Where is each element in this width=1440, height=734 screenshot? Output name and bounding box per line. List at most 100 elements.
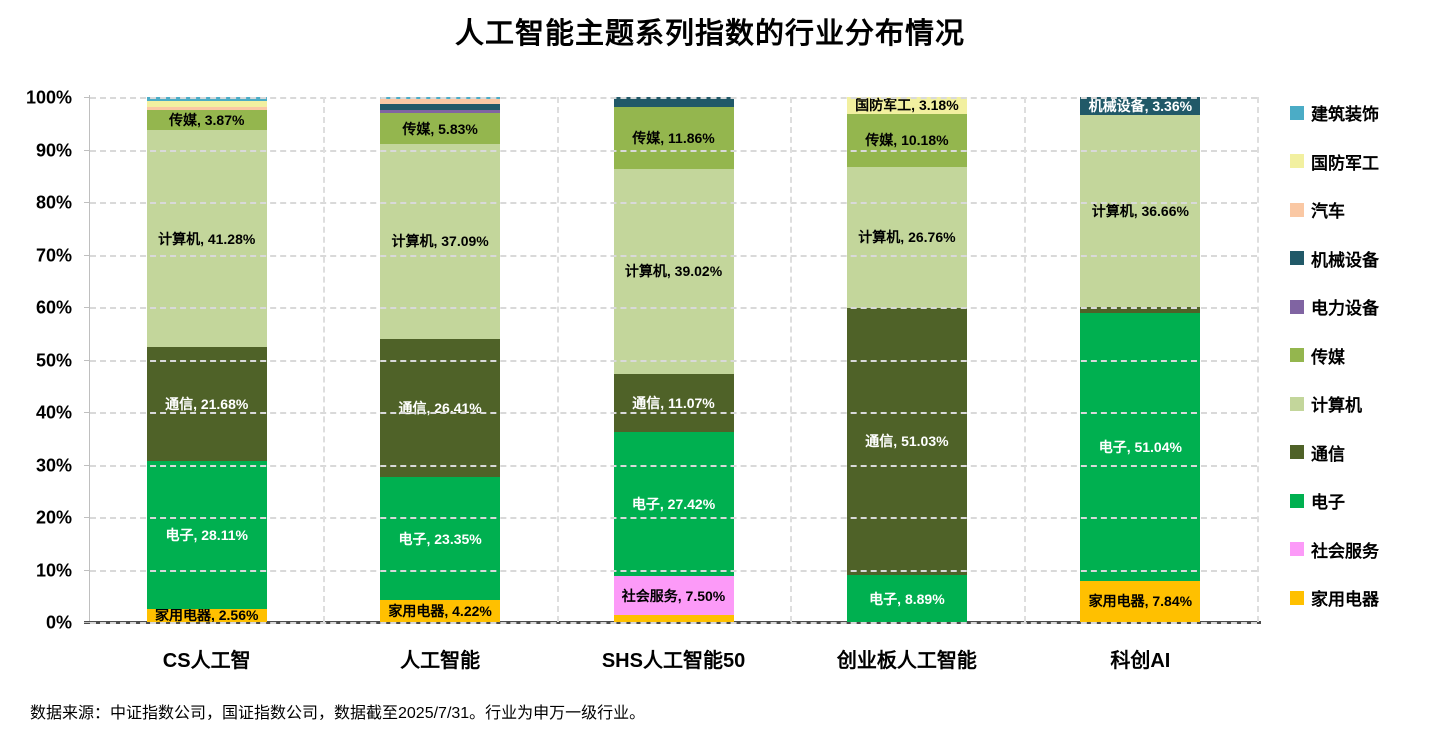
bar-segment [613, 106, 734, 169]
legend-label: 传媒 [1311, 347, 1345, 367]
segment-data-label: 通信, 21.68% [165, 396, 249, 413]
gridline-30 [90, 464, 1257, 467]
category-slot: 家用电器, 4.22% 电子, 23.35% 通信, 26.41% 计算机, 37.0… [323, 97, 556, 622]
segment-data-label: 通信, 51.03% [865, 433, 949, 450]
legend-swatch-icon [1290, 105, 1304, 120]
vertical-gridline [1257, 97, 1259, 622]
segment-data-label: 家用电器, 4.22% [388, 602, 492, 619]
bar-segment [846, 167, 967, 308]
legend-swatch-icon [1290, 396, 1304, 411]
bar-segment [380, 109, 501, 114]
bar-segment [846, 307, 967, 576]
legend-label: 计算机 [1311, 396, 1362, 415]
bar-segment [613, 575, 734, 616]
y-tick-mark [84, 307, 90, 308]
legend-label: 电力设备 [1311, 299, 1379, 318]
segment-data-label: 计算机, 37.09% [391, 233, 489, 250]
bar-segment [380, 143, 501, 339]
bar-segment [146, 461, 267, 609]
bar-segment [846, 113, 967, 168]
y-tick-label: 50% [35, 350, 72, 370]
segment-data-label: 国防军工, 3.18% [855, 97, 959, 114]
y-tick-mark [84, 202, 90, 203]
gridline-90 [90, 149, 1257, 152]
plot-area: 家用电器, 2.56% 电子, 28.11% 通信, 21.68% 计算机, 41.2… [84, 95, 1261, 624]
legend-item: 建筑装饰 [1290, 100, 1379, 125]
segment-data-label: 社会服务, 7.50% [621, 587, 726, 604]
y-tick-label: 100% [25, 87, 72, 108]
segment-data-label: 电子, 23.35% [398, 530, 482, 547]
bar-segment [1080, 114, 1201, 308]
x-category-label: CS人工智 [162, 650, 251, 672]
category-slot: 家用电器, 2.56% 电子, 28.11% 通信, 21.68% 计算机, 41.2… [90, 97, 323, 622]
legend-label: 国防军工 [1311, 153, 1379, 173]
y-tick-mark [84, 464, 90, 466]
gridline-0 [90, 622, 1257, 624]
bar-segment [380, 103, 501, 110]
legend-item: 通信 [1290, 440, 1379, 465]
bar-segment [146, 101, 267, 107]
segment-data-label: 通信, 11.07% [632, 394, 715, 411]
bar-segment [846, 97, 967, 114]
legend-label: 汽车 [1311, 202, 1345, 221]
segment-data-label: 机械设备, 3.36% [1088, 97, 1193, 114]
y-tick-mark [84, 569, 90, 571]
legend-item: 电力设备 [1290, 294, 1379, 319]
bar-segment [146, 608, 267, 622]
legend-swatch-icon [1290, 299, 1304, 314]
legend: 建筑装饰 国防军工 汽车 机械设备 电力设备 传媒 计算机 通信 电子 社会服务 家用电器 [1290, 100, 1379, 610]
segment-data-label: 计算机, 41.28% [158, 230, 256, 247]
chart-title: 人工智能主题系列指数的行业分布情况 [454, 18, 965, 50]
y-tick-label: 10% [35, 560, 72, 580]
segment-data-label: 传媒, 5.83% [402, 120, 478, 137]
bar-segment [846, 575, 967, 622]
legend-label: 社会服务 [1311, 541, 1379, 561]
gridline-80 [90, 202, 1257, 204]
y-tick-label: 60% [35, 297, 72, 318]
segment-data-label: 传媒, 11.86% [632, 129, 715, 146]
y-tick-mark [84, 149, 90, 151]
legend-swatch-icon [1290, 154, 1304, 168]
y-tick-mark [84, 254, 90, 256]
vertical-gridline [1023, 97, 1026, 622]
legend-item: 计算机 [1290, 391, 1379, 416]
bar-segment [1080, 307, 1201, 313]
legend-swatch-icon [1290, 202, 1304, 217]
gridline-70 [90, 254, 1257, 257]
bar-segment [146, 347, 267, 461]
y-tick-label: 20% [35, 507, 72, 528]
legend-label: 家用电器 [1311, 590, 1379, 609]
gridline-40 [90, 412, 1257, 414]
bar-segment [380, 338, 501, 478]
y-tick-mark [84, 517, 90, 518]
segment-data-label: 电子, 8.89% [869, 590, 945, 607]
legend-item: 汽车 [1290, 197, 1379, 222]
segment-data-label: 电子, 28.11% [165, 526, 248, 543]
y-tick-label: 80% [35, 192, 72, 213]
segment-data-label: 计算机, 26.76% [858, 229, 956, 246]
gridline-20 [90, 517, 1257, 519]
vertical-gridline [790, 97, 793, 622]
y-tick-mark [84, 97, 90, 98]
bar-segment [613, 373, 734, 432]
segment-data-label: 计算机, 39.02% [624, 263, 723, 280]
stacked-bar: 电子, 8.89% 通信, 51.03% 计算机, 26.76% 传媒, 10.18%… [846, 97, 967, 622]
bar-segment [613, 97, 734, 107]
x-category-label: SHS人工智能50 [601, 650, 746, 672]
bar-segment [380, 113, 501, 144]
legend-item: 社会服务 [1290, 537, 1379, 562]
gridline-10 [90, 569, 1257, 572]
bar-segment [380, 477, 501, 600]
legend-swatch-icon [1290, 445, 1304, 459]
bar-segment [1080, 312, 1201, 581]
y-tick-label: 90% [35, 140, 72, 160]
legend-swatch-icon [1290, 590, 1304, 605]
legend-label: 机械设备 [1311, 250, 1379, 270]
segment-data-label: 家用电器, 7.84% [1088, 593, 1193, 610]
gridline-100 [90, 97, 1257, 99]
y-axis-labels: 0% 10% 20% 30% 40% 50% 60% 70% 80% 90% 100% [0, 88, 82, 633]
gridline-60 [90, 307, 1257, 309]
y-tick-label: 30% [35, 455, 72, 475]
x-category-label: 人工智能 [400, 650, 481, 672]
segment-data-label: 电子, 27.42% [631, 495, 716, 512]
